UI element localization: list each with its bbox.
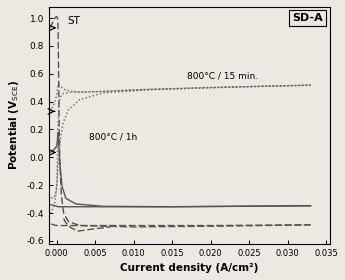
Text: SD-A: SD-A: [292, 13, 323, 23]
Text: ST: ST: [67, 16, 80, 26]
Text: 800°C / 15 min.: 800°C / 15 min.: [187, 72, 259, 81]
X-axis label: Current density (A/cm²): Current density (A/cm²): [120, 263, 259, 273]
Y-axis label: Potential (V$_{\rm SCE}$): Potential (V$_{\rm SCE}$): [7, 80, 21, 170]
Text: 800°C / 1h: 800°C / 1h: [89, 133, 137, 142]
